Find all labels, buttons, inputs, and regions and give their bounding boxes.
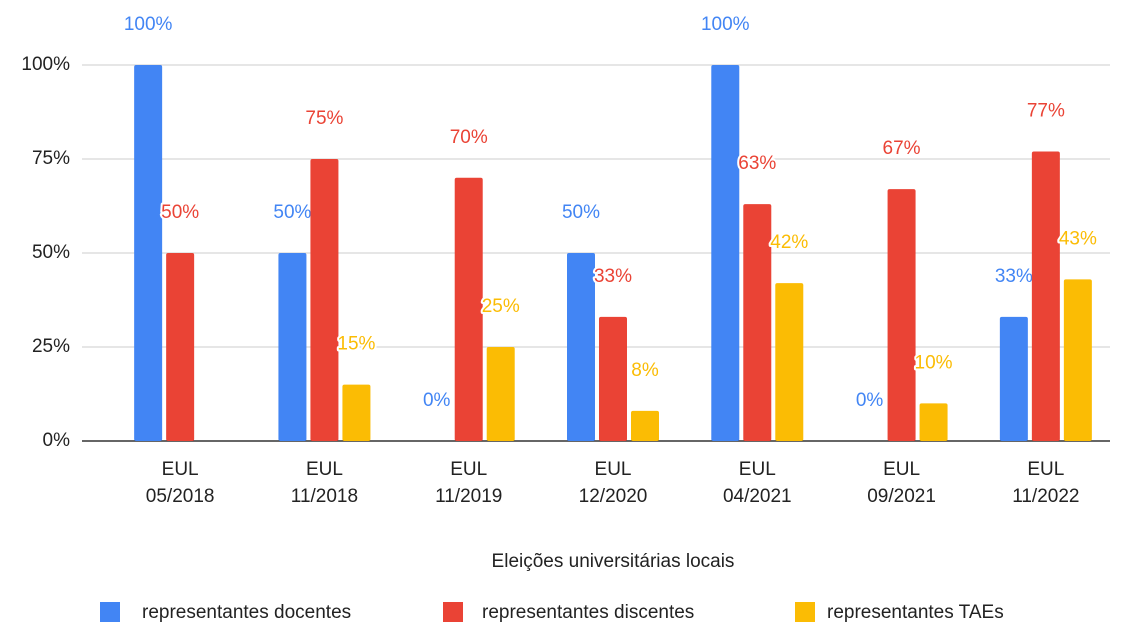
legend-swatch (795, 602, 815, 622)
bar (1031, 151, 1060, 442)
data-label: 43% (1059, 228, 1097, 249)
x-tick-label: EUL 11/2019 (435, 459, 502, 507)
bar (1063, 279, 1092, 441)
x-tick-label: EUL 05/2018 (146, 459, 215, 507)
x-tick-label: EUL 04/2021 (723, 459, 792, 507)
data-label: 63% (738, 153, 776, 174)
data-label: 75% (305, 108, 343, 129)
x-tick-label: EUL 09/2021 (867, 459, 936, 507)
data-label: 100% (701, 14, 750, 35)
data-label: 67% (883, 138, 921, 159)
legend-label: representantes TAEs (827, 602, 1004, 623)
x-axis-title: Eleições universitárias locais (492, 551, 735, 572)
y-tick-label: 25% (32, 336, 70, 357)
bar (310, 159, 339, 441)
y-tick-label: 50% (32, 242, 70, 263)
data-label: 50% (161, 202, 199, 223)
bar (454, 177, 483, 442)
y-tick-label: 100% (21, 54, 70, 75)
data-label: 70% (450, 127, 488, 148)
y-tick-label: 75% (32, 148, 70, 169)
bar (599, 316, 627, 441)
bar (999, 316, 1028, 441)
bar (919, 403, 948, 441)
bar (134, 65, 163, 441)
legend-swatch (100, 602, 120, 622)
data-label: 33% (594, 266, 632, 287)
data-label: 8% (631, 360, 659, 381)
y-tick-label: 0% (43, 430, 71, 451)
bar (631, 410, 659, 441)
data-label: 25% (482, 296, 520, 317)
legend-label: representantes discentes (482, 602, 694, 623)
bar (567, 253, 595, 441)
x-tick-label: EUL 11/2018 (291, 459, 358, 507)
data-label: 77% (1027, 100, 1065, 121)
data-label: 33% (995, 266, 1033, 287)
x-tick-label: EUL 12/2020 (579, 459, 648, 507)
legend-swatch (443, 602, 463, 622)
bar (166, 253, 195, 441)
bar (743, 204, 772, 441)
bar (278, 253, 307, 441)
bar (342, 384, 371, 441)
bar (486, 347, 515, 441)
data-label: 42% (770, 232, 808, 253)
data-label: 10% (915, 352, 953, 373)
data-label: 0% (856, 390, 884, 411)
data-label: 50% (273, 202, 311, 223)
bar (711, 65, 740, 441)
bar (775, 283, 804, 441)
x-tick-label: EUL 11/2022 (1012, 459, 1079, 507)
bar (887, 189, 916, 441)
data-label: 50% (562, 202, 600, 223)
data-label: 15% (337, 334, 375, 355)
data-label: 0% (423, 390, 451, 411)
legend-label: representantes docentes (142, 602, 351, 623)
data-label: 100% (124, 14, 173, 35)
